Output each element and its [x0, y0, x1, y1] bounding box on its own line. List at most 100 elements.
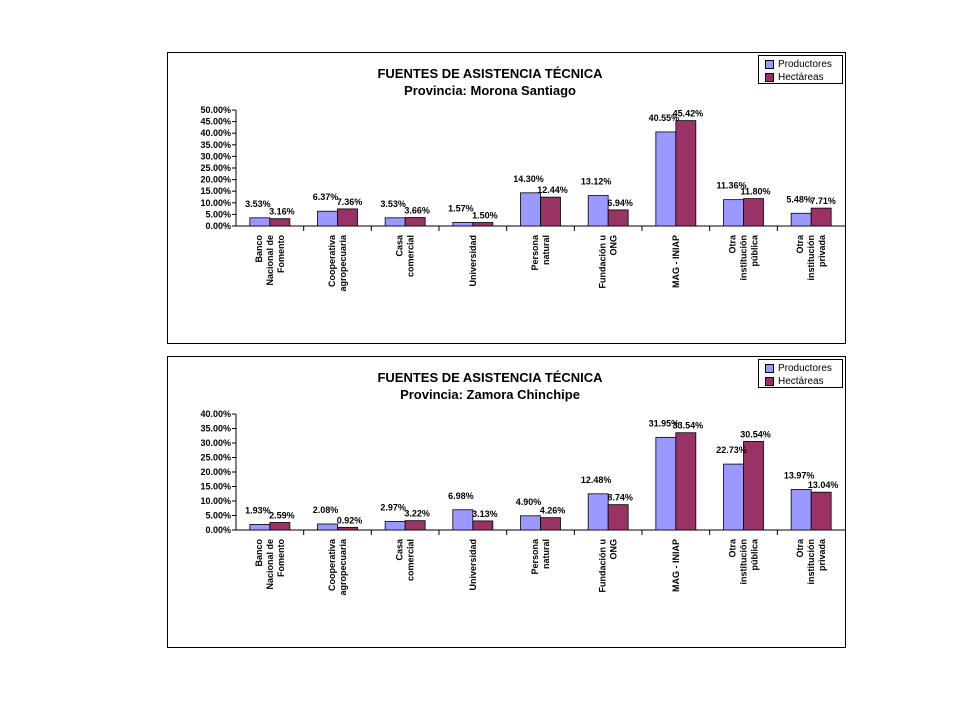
data-label-hectareas: 1.50%: [472, 211, 498, 221]
data-label-productores: 40.55%: [649, 113, 680, 123]
data-label-productores: 13.12%: [581, 177, 612, 187]
category-label: Universidad: [468, 235, 478, 287]
category-label-line: natural: [541, 539, 551, 569]
data-label-hectareas: 30.54%: [740, 429, 771, 439]
category-label-line: pública: [750, 234, 760, 266]
y-tick-label: 30.00%: [200, 438, 231, 448]
bar-productores: [587, 493, 609, 531]
legend-swatch-hectareas: [765, 72, 774, 82]
data-label-hectareas: 13.04%: [808, 480, 839, 490]
category-label-line: agropecuaria: [338, 538, 348, 596]
category-label-line: Persona: [530, 234, 540, 271]
category-label: Universidad: [468, 539, 478, 591]
category-label: Otra institución privada: [795, 234, 827, 280]
data-label-hectareas: 33.54%: [673, 421, 704, 431]
legend-label-hectareas: Hectáreas: [778, 375, 824, 387]
bar-hectareas: [810, 207, 832, 227]
data-label-hectareas: 11.80%: [740, 187, 770, 197]
category-label-line: Cooperativa: [327, 234, 337, 287]
category-label-line: pública: [750, 538, 760, 570]
bar-hectareas: [607, 209, 629, 227]
data-label-hectareas: 4.26%: [540, 506, 566, 516]
bar-hectareas: [337, 208, 358, 227]
category-label-line: Casa: [395, 538, 405, 561]
category-label-line: Otra: [795, 234, 805, 254]
data-label-productores: 1.93%: [245, 505, 271, 515]
category-label: Casa comercial: [395, 234, 416, 277]
data-label-productores: 2.08%: [313, 505, 339, 515]
bar-productores: [452, 221, 474, 227]
category-label-line: institución: [806, 539, 816, 585]
chart-title: FUENTES DE ASISTENCIA TÉCNICA: [377, 66, 603, 81]
category-label-line: institución: [806, 235, 816, 281]
category-label-line: Otra: [795, 538, 805, 558]
category-label-line: Fundación u: [598, 235, 608, 289]
data-label-hectareas: 6.94%: [607, 198, 633, 208]
y-tick-label: 40.00%: [200, 128, 231, 138]
category-label-line: privada: [817, 538, 827, 571]
category-label-line: MAG - INIAP: [671, 539, 681, 592]
category-label-line: Casa: [395, 234, 405, 257]
y-tick-label: 20.00%: [200, 467, 231, 477]
y-tick-label: 10.00%: [200, 496, 231, 506]
category-label: Otra institución privada: [795, 538, 827, 584]
y-tick-label: 25.00%: [200, 453, 231, 463]
legend-label-hectareas: Hectáreas: [778, 71, 824, 83]
y-tick-label: 40.00%: [200, 409, 231, 419]
y-tick-label: 35.00%: [200, 424, 231, 434]
data-label-hectareas: 3.13%: [472, 509, 498, 519]
bar-hectareas: [743, 198, 764, 227]
y-tick-label: 15.00%: [200, 186, 231, 196]
y-tick-label: 30.00%: [200, 151, 231, 161]
y-tick-label: 0.00%: [205, 221, 231, 231]
legend-swatch-hectareas: [765, 376, 774, 386]
category-label: Fundación u ONG: [598, 539, 619, 593]
data-label-productores: 4.90%: [516, 497, 542, 507]
y-tick-label: 5.00%: [205, 511, 231, 521]
y-tick-label: 15.00%: [200, 482, 231, 492]
bar-productores: [790, 212, 812, 227]
y-tick-label: 25.00%: [200, 163, 231, 173]
data-label-hectareas: 12.44%: [537, 185, 568, 195]
category-label-line: Fundación u: [598, 539, 608, 593]
legend-item-hectareas: Hectáreas: [765, 71, 824, 83]
category-label-line: Nacional de: [265, 539, 275, 590]
y-tick-label: 5.00%: [205, 209, 231, 219]
bar-hectareas: [404, 520, 426, 531]
data-label-productores: 5.48%: [786, 194, 812, 204]
bar-hectareas: [675, 120, 697, 227]
category-label-line: agropecuaria: [338, 234, 348, 292]
chart-panel-zamora-chinchipe: FUENTES DE ASISTENCIA TÉCNICA Provincia: …: [167, 356, 846, 648]
category-label: Persona natural: [530, 538, 551, 575]
category-label: Cooperativa agropecuaria: [327, 538, 348, 596]
y-tick-label: 50.00%: [200, 105, 231, 115]
data-label-productores: 22.73%: [716, 445, 747, 455]
data-label-hectareas: 7.36%: [337, 197, 363, 207]
data-label-productores: 3.53%: [245, 199, 271, 209]
bar-productores: [452, 509, 474, 531]
bar-hectareas: [810, 491, 832, 531]
bar-productores: [520, 192, 541, 227]
category-label-line: Banco: [254, 539, 264, 567]
chart-title: FUENTES DE ASISTENCIA TÉCNICA: [377, 370, 603, 385]
category-label: Fundación u ONG: [598, 235, 619, 289]
bar-hectareas: [472, 520, 494, 531]
bar-productores: [384, 520, 406, 531]
y-tick-label: 35.00%: [200, 140, 231, 150]
data-label-productores: 3.53%: [380, 199, 406, 209]
category-label-line: Universidad: [468, 539, 478, 591]
category-label-line: Banco: [254, 235, 264, 263]
category-label: MAG - INIAP: [671, 235, 681, 288]
chart-legend: Productores Hectáreas: [758, 55, 843, 84]
legend-label-productores: Productores: [778, 362, 832, 374]
category-label-line: Cooperativa: [327, 538, 337, 591]
data-label-hectareas: 45.42%: [673, 109, 704, 119]
category-label: MAG - INIAP: [671, 539, 681, 592]
data-label-hectareas: 8.74%: [607, 493, 633, 503]
bar-hectareas: [743, 441, 764, 531]
category-label: Otra institución pública: [728, 234, 760, 280]
category-label-line: institución: [739, 539, 749, 585]
category-label-line: Otra: [728, 538, 738, 558]
chart-subtitle: Provincia: Zamora Chinchipe: [400, 387, 580, 402]
category-label: Persona natural: [530, 234, 551, 271]
